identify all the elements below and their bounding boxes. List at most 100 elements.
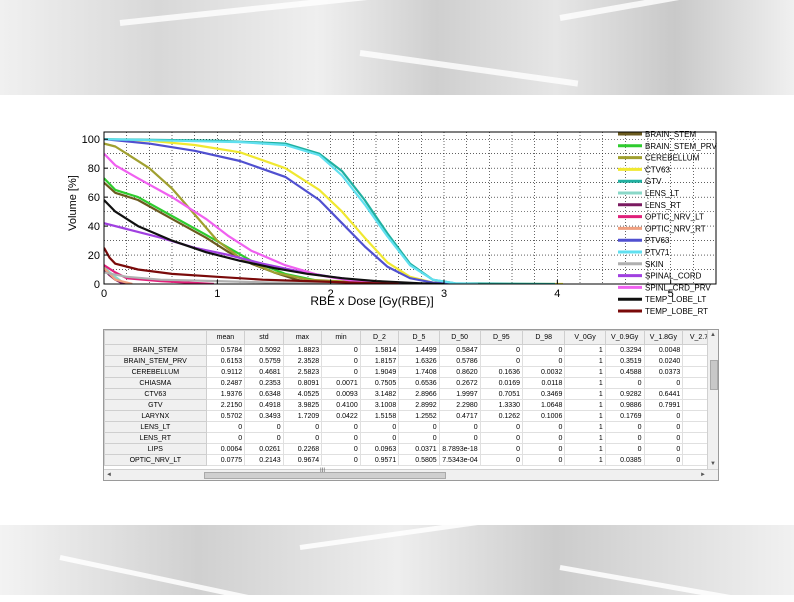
column-header[interactable]: D_2 [359, 330, 400, 345]
table-row[interactable]: LARYNX 0.5702 0.3493 1.7209 0.0422 1.5158 1.25… [104, 410, 718, 422]
table-cell: 0 [321, 454, 361, 466]
table-cell: 1 [564, 355, 606, 367]
y-tick-label: 60 [88, 192, 100, 204]
scroll-left-icon[interactable]: ◄ [106, 472, 112, 478]
chart-grid [104, 132, 716, 284]
table-cell: 0.9674 [282, 454, 323, 466]
column-header[interactable]: D_5 [398, 330, 440, 345]
column-header[interactable]: max [282, 330, 323, 345]
table-row[interactable]: OPTIC_NRV_LT 0.0775 0.2143 0.9674 0 0.9571 0.5… [104, 454, 718, 466]
table-cell: 0.0064 [205, 443, 246, 455]
table-cell: 1.4499 [398, 344, 440, 356]
table-cell: 0.1636 [479, 366, 524, 378]
table-cell: 0.3519 [604, 355, 645, 367]
table-cell: 0.3469 [521, 388, 566, 400]
table-row[interactable]: LENS_RT 0 0 0 0 0 0 0 0 0 1 0 0 [104, 432, 718, 444]
table-cell: 0.5847 [438, 344, 481, 356]
column-header[interactable]: D_95 [479, 330, 524, 345]
column-header[interactable]: mean [205, 330, 246, 345]
column-header[interactable]: V_0.9Gy [604, 330, 645, 345]
scroll-down-icon[interactable]: ▼ [710, 461, 716, 467]
table-row[interactable]: CEREBELLUM 0.9112 0.4681 2.5823 0 1.9049 1.740… [104, 366, 718, 378]
background-bottom-texture [0, 511, 794, 602]
table-cell: 0.4100 [321, 399, 361, 411]
table-cell: 0.2353 [244, 377, 284, 389]
row-header-structure: CHIASMA [104, 377, 207, 389]
table-cell: 0 [321, 355, 361, 367]
table-cell: 0.5759 [244, 355, 284, 367]
table-cell: 2.8992 [398, 399, 440, 411]
table-cell: 0 [643, 377, 684, 389]
table-cell: 4.0525 [282, 388, 323, 400]
series-line-temp-lobe-lt [104, 199, 445, 284]
y-tick-label: 40 [88, 221, 100, 233]
table-cell: 0.5805 [398, 454, 440, 466]
legend-label: PTV71 [645, 248, 670, 257]
table-cell: 0 [244, 421, 284, 433]
horizontal-scroll-thumb[interactable] [204, 472, 446, 479]
column-header[interactable]: std [244, 330, 284, 345]
table-cell: 1.9376 [205, 388, 246, 400]
column-header[interactable]: D_50 [438, 330, 481, 345]
x-tick-label: 0 [101, 288, 107, 300]
scroll-right-icon[interactable]: ► [700, 472, 706, 478]
table-cell: 0.1769 [604, 410, 645, 422]
legend-label: TEMP_LOBE_RT [645, 307, 708, 316]
table-cell: 0.1006 [521, 410, 566, 422]
table-cell: 0 [479, 355, 524, 367]
column-header[interactable] [104, 330, 207, 345]
table-row[interactable]: LIPS 0.0064 0.0261 0.2268 0 0.0963 0.0371 8.789… [104, 443, 718, 455]
table-cell: 0 [205, 432, 246, 444]
vertical-scroll-thumb[interactable] [710, 360, 718, 390]
horizontal-scrollbar[interactable]: ◄ III ► [104, 468, 718, 480]
table-cell: 1 [564, 344, 606, 356]
row-header-structure: BRAIN_STEM [104, 344, 207, 356]
table-cell: 1 [564, 388, 606, 400]
table-cell: 0.9571 [359, 454, 400, 466]
table-row[interactable]: GTV 2.2150 0.4918 3.9825 0.4100 3.1008 2.8992 2… [104, 399, 718, 411]
table-cell: 0.9282 [604, 388, 645, 400]
legend-label: BRAIN_STEM [645, 130, 696, 139]
table-row[interactable]: BRAIN_STEM_PRV 0.6153 0.5759 2.3528 0 1.8157 1… [104, 355, 718, 367]
table-cell: 0 [282, 432, 323, 444]
table-cell: 0 [321, 344, 361, 356]
row-header-structure: GTV [104, 399, 207, 411]
table-cell: 0.7991 [643, 399, 684, 411]
column-header[interactable]: min [321, 330, 361, 345]
column-header[interactable]: V_0Gy [564, 330, 606, 345]
background-streak [119, 0, 379, 26]
scroll-up-icon[interactable]: ▲ [710, 332, 716, 338]
table-cell: 0 [479, 344, 524, 356]
background-top-texture [0, 0, 794, 95]
table-cell: 0 [398, 421, 440, 433]
column-header[interactable]: V_1.8Gy [643, 330, 684, 345]
table-cell: 3.1482 [359, 388, 400, 400]
table-cell: 1 [564, 410, 606, 422]
table-row[interactable]: CTV63 1.9376 0.6348 4.0525 0.0093 3.1482 2.896… [104, 388, 718, 400]
table-cell: 0.0048 [643, 344, 684, 356]
table-cell: 0.6441 [643, 388, 684, 400]
legend-label: SKIN [645, 260, 664, 269]
table-row[interactable]: CHIASMA 0.2487 0.2353 0.8091 0.0071 0.7505 0.6… [104, 377, 718, 389]
table-cell: 0.3493 [244, 410, 284, 422]
table-cell: 2.3528 [282, 355, 323, 367]
vertical-scrollbar[interactable]: ▲ ▼ [707, 330, 718, 469]
table-cell: 1 [564, 366, 606, 378]
table-cell: 1 [564, 377, 606, 389]
table-row[interactable]: LENS_LT 0 0 0 0 0 0 0 0 0 1 0 0 [104, 421, 718, 433]
legend-label: SPINAL_CORD [645, 272, 702, 281]
table-cell: 0 [321, 443, 361, 455]
table-cell: 1.7408 [398, 366, 440, 378]
series-line-ptv63 [104, 138, 456, 284]
table-cell: 0 [643, 454, 684, 466]
dose-statistics-panel: mean std max min D_2 D_5 D_50 D_95 D_98 V_0Gy V_0.… [103, 329, 719, 481]
table-cell: 7.5343e-04 [438, 454, 481, 466]
table-cell: 0.0775 [205, 454, 246, 466]
background-streak [359, 50, 579, 87]
series-line-optic-nrv-lt [104, 264, 214, 284]
column-header[interactable]: D_98 [521, 330, 566, 345]
table-cell: 0.0071 [321, 377, 361, 389]
table-cell: 0 [521, 432, 566, 444]
dose-statistics-table: mean std max min D_2 D_5 D_50 D_95 D_98 V_0Gy V_0.… [104, 330, 718, 466]
table-row[interactable]: BRAIN_STEM 0.5784 0.5092 1.8823 0 1.5814 1.449… [104, 344, 718, 356]
